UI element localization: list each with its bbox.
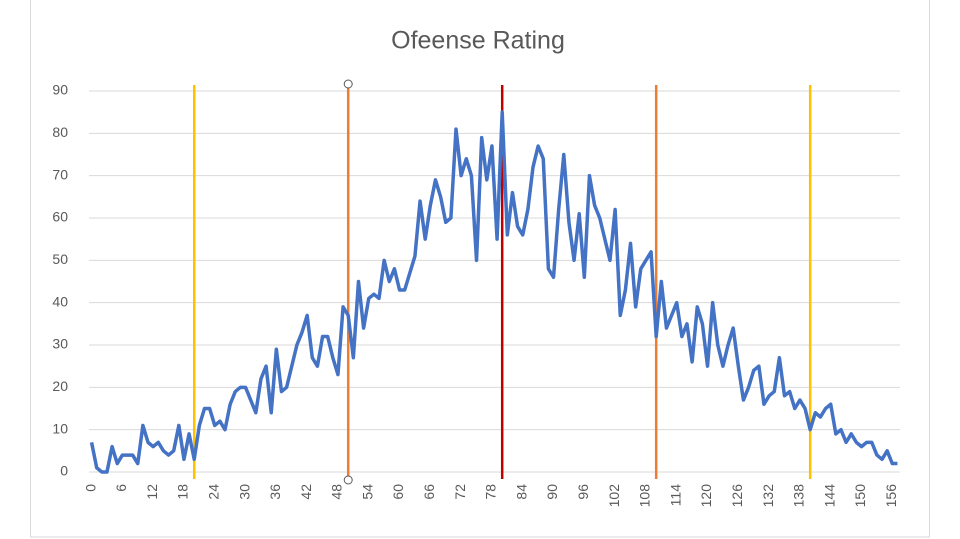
x-tick-label: 54 bbox=[359, 484, 375, 500]
x-tick-label: 126 bbox=[729, 484, 745, 508]
x-tick-label: 108 bbox=[637, 484, 653, 508]
y-tick-label: 70 bbox=[52, 166, 68, 182]
data-line bbox=[89, 110, 898, 474]
x-tick-label: 6 bbox=[113, 484, 129, 492]
x-tick-label: 114 bbox=[667, 484, 683, 507]
selection-handle bbox=[343, 79, 353, 89]
x-tick-label: 30 bbox=[236, 484, 252, 500]
x-tick-label: 60 bbox=[390, 484, 406, 500]
y-tick-label: 50 bbox=[52, 251, 68, 267]
y-tick-label: 30 bbox=[52, 336, 68, 352]
y-tick-label: 40 bbox=[52, 293, 68, 309]
selection-handle bbox=[343, 475, 353, 485]
x-tick-label: 24 bbox=[205, 484, 221, 500]
y-tick-label: 80 bbox=[52, 124, 68, 140]
y-tick-label: 90 bbox=[52, 82, 68, 98]
x-tick-label: 66 bbox=[421, 484, 437, 500]
x-tick-label: 90 bbox=[544, 484, 560, 500]
x-tick-label: 12 bbox=[144, 484, 160, 500]
x-tick-label: 132 bbox=[760, 484, 776, 508]
x-tick-label: 156 bbox=[883, 484, 899, 508]
y-tick-label: 60 bbox=[52, 209, 68, 225]
x-tick-label: 36 bbox=[267, 484, 283, 500]
x-tick-label: 120 bbox=[698, 484, 714, 508]
x-tick-label: 42 bbox=[298, 484, 314, 500]
x-tick-label: 18 bbox=[175, 484, 191, 500]
x-tick-label: 72 bbox=[452, 484, 468, 500]
x-tick-label: 0 bbox=[82, 484, 98, 492]
x-tick-label: 144 bbox=[821, 484, 837, 508]
x-tick-label: 84 bbox=[513, 484, 529, 500]
x-tick-label: 138 bbox=[791, 484, 807, 508]
x-tick-label: 48 bbox=[329, 484, 345, 500]
chart-frame bbox=[30, 0, 930, 538]
y-tick-label: 0 bbox=[60, 463, 68, 479]
x-tick-label: 102 bbox=[606, 484, 622, 508]
chart-title: Ofeense Rating bbox=[391, 27, 565, 55]
y-tick-label: 10 bbox=[52, 420, 68, 436]
x-tick-label: 78 bbox=[483, 484, 499, 500]
x-tick-label: 150 bbox=[852, 484, 868, 508]
y-tick-label: 20 bbox=[52, 378, 68, 394]
x-tick-label: 96 bbox=[575, 484, 591, 500]
